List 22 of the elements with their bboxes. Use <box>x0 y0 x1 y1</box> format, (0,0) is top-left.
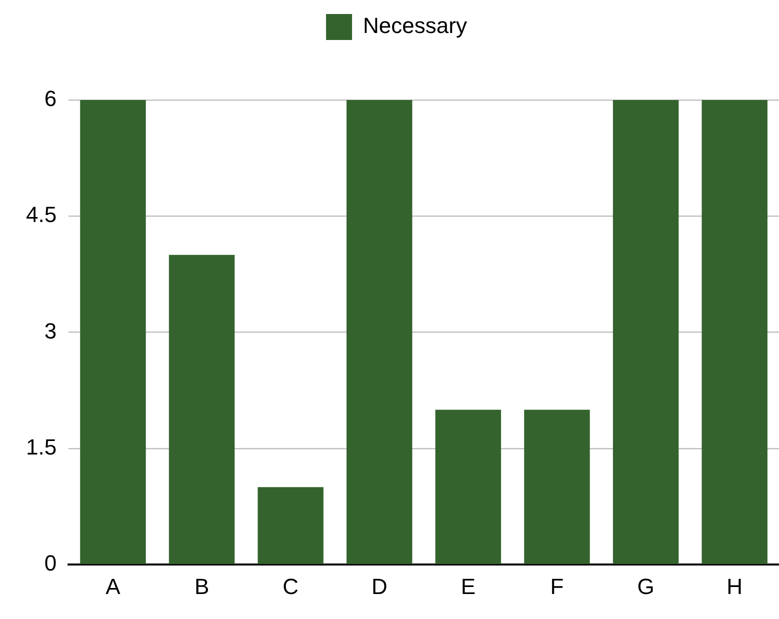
y-tick-label: 1.5 <box>26 434 57 460</box>
y-tick-label: 0 <box>44 550 57 576</box>
bar <box>258 487 324 564</box>
bar <box>435 410 502 564</box>
legend-label: Necessary <box>363 13 467 38</box>
bar <box>168 254 235 564</box>
x-tick-label: E <box>460 574 476 599</box>
y-tick-label: 6 <box>44 86 57 112</box>
bar <box>612 100 679 564</box>
x-tick-label: C <box>282 574 299 599</box>
x-tick-label: D <box>371 574 388 599</box>
bar <box>702 100 768 564</box>
bar <box>346 100 412 564</box>
x-tick-label: F <box>550 574 564 599</box>
bar <box>80 100 146 564</box>
y-tick-label: 4.5 <box>26 202 57 228</box>
x-tick-label: B <box>194 574 210 599</box>
y-tick-label: 3 <box>44 318 57 344</box>
x-tick-label: A <box>106 574 121 599</box>
x-tick-label: H <box>726 574 743 599</box>
bar <box>524 410 590 564</box>
x-tick-label: G <box>637 574 654 599</box>
